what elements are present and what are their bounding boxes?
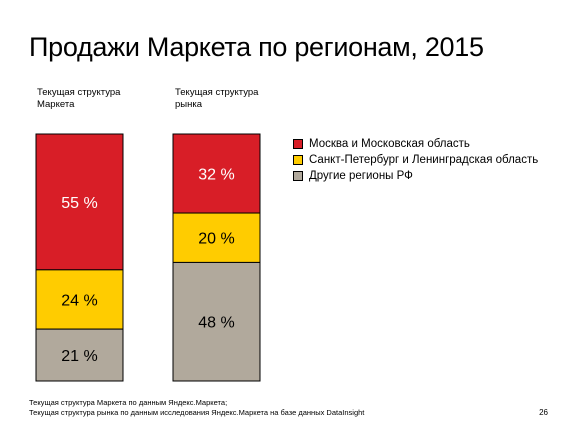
bar-segment-market-total-other: [172, 261, 261, 382]
legend-item-moscow: Москва и Московская область: [293, 136, 538, 152]
legend-swatch-other: [293, 171, 303, 181]
bar-segment-market-other: [35, 328, 124, 382]
legend-item-spb: Санкт-Петербург и Ленинградская область: [293, 152, 538, 168]
bar-segment-market-moscow: [35, 133, 124, 271]
column-label-line: Текущая структура: [37, 87, 121, 98]
legend-label-moscow: Москва и Московская область: [309, 138, 470, 150]
data-label-market-spb: 24 %: [61, 292, 97, 309]
data-label-market-other: 21 %: [61, 348, 97, 365]
legend-item-other: Другие регионы РФ: [293, 168, 538, 184]
column-label-line: Текущая структура: [175, 87, 259, 98]
chart-legend: Москва и Московская область Санкт-Петерб…: [293, 136, 538, 184]
footnote-line: Текущая структура рынка по данным исслед…: [29, 407, 365, 417]
data-label-market-total-spb: 20 %: [198, 231, 234, 248]
bar-segment-market-spb: [35, 269, 124, 330]
legend-label-other: Другие регионы РФ: [309, 170, 413, 182]
bar-segment-market-total-spb: [172, 212, 261, 263]
column-label-line: Маркета: [37, 98, 75, 110]
legend-swatch-spb: [293, 155, 303, 165]
column-label-market: Текущая структура Маркета: [37, 87, 120, 110]
data-label-market-total-other: 48 %: [198, 315, 234, 332]
footnote: Текущая структура Маркета по данным Янде…: [29, 398, 364, 417]
column-label-line: рынка: [175, 98, 203, 110]
column-label-market-total: Текущая структура рынка: [175, 87, 258, 110]
bar-segment-market-total-moscow: [172, 133, 261, 214]
data-label-market-moscow: 55 %: [61, 195, 97, 212]
legend-swatch-moscow: [293, 139, 303, 149]
footnote-line: Текущая структура Маркета по данным Янде…: [29, 398, 228, 407]
slide-title: Продажи Маркета по регионам, 2015: [29, 32, 484, 62]
data-label-market-total-moscow: 32 %: [198, 167, 234, 184]
page-number: 26: [539, 408, 548, 417]
legend-label-spb: Санкт-Петербург и Ленинградская область: [309, 154, 539, 166]
